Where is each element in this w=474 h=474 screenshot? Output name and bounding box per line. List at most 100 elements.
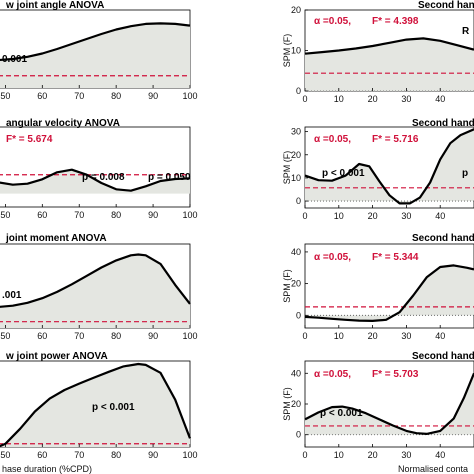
- spm-curve-5: [304, 128, 474, 205]
- y-tick-label: 0: [296, 310, 301, 320]
- p-value-annotation: p < 0.001: [320, 408, 363, 419]
- x-tick-label: 90: [148, 450, 158, 460]
- alpha-label: α =0.05,: [314, 369, 351, 380]
- x-tick-label: 40: [435, 94, 445, 104]
- shaded-area-0: [0, 23, 190, 88]
- x-tick-label: 0: [302, 211, 307, 221]
- x-axis-label: hase duration (%CPD): [2, 464, 92, 474]
- p-value-annotation: p < 0.001: [322, 168, 365, 179]
- panel-title: w joint angle ANOVA: [5, 0, 104, 11]
- spm-curve-7: [304, 372, 474, 435]
- x-tick-label: 100: [182, 450, 197, 460]
- plot-frame-1: [0, 126, 191, 208]
- x-tick-label: 0: [302, 94, 307, 104]
- x-tick-label: 40: [435, 331, 445, 341]
- fstar-label: F* = 5.344: [372, 252, 419, 263]
- alpha-label: α =0.05,: [314, 252, 351, 263]
- x-tick-label: 50: [0, 210, 10, 220]
- x-tick-label: 40: [435, 211, 445, 221]
- x-tick-label: 60: [37, 331, 47, 341]
- shaded-area-2: [0, 254, 190, 328]
- x-tick-label: 70: [74, 331, 84, 341]
- x-tick-label: 20: [368, 211, 378, 221]
- x-tick-label: 90: [148, 331, 158, 341]
- x-tick-label: 50: [0, 91, 10, 101]
- panel-title: Second hand W: [418, 0, 474, 11]
- y-axis-label: SPM (F): [282, 269, 292, 303]
- y-axis-label: SPM (F): [282, 151, 292, 185]
- p-value-annotation: .001: [2, 290, 22, 301]
- p-value-annotation: p = 0.008: [82, 172, 125, 183]
- y-axis-label: SPM (F): [282, 34, 292, 68]
- x-axis-label: Normalised conta: [398, 464, 468, 474]
- y-tick-label: 20: [291, 5, 301, 15]
- p-value-annotation: 0.001: [2, 54, 27, 65]
- fstar-label: F* = 4.398: [372, 16, 419, 27]
- x-tick-label: 60: [37, 91, 47, 101]
- panel-title: w joint power ANOVA: [5, 351, 108, 362]
- y-tick-label: 10: [291, 46, 301, 56]
- p-value-annotation: R: [462, 26, 470, 37]
- y-tick-label: 0: [296, 430, 301, 440]
- y-tick-label: 20: [291, 279, 301, 289]
- plot-frame-5: [304, 126, 474, 209]
- shaded-area-3: [0, 364, 190, 447]
- spm-curve-2: [0, 253, 191, 308]
- x-tick-label: 20: [368, 450, 378, 460]
- y-tick-label: 20: [291, 150, 301, 160]
- x-tick-label: 70: [74, 91, 84, 101]
- x-tick-label: 80: [111, 331, 121, 341]
- x-tick-label: 10: [334, 331, 344, 341]
- x-tick-label: 30: [401, 331, 411, 341]
- p-value-annotation: p: [462, 168, 468, 179]
- x-tick-label: 30: [401, 450, 411, 460]
- plot-frame-6: [304, 243, 474, 329]
- x-tick-label: 60: [37, 210, 47, 220]
- panel-title: Second hand Wris: [412, 118, 474, 129]
- y-tick-label: 0: [296, 196, 301, 206]
- x-tick-label: 30: [401, 211, 411, 221]
- y-axis-label: SPM (F): [282, 387, 292, 421]
- x-tick-label: 50: [0, 450, 10, 460]
- y-tick-label: 10: [291, 173, 301, 183]
- panel-title: joint moment ANOVA: [5, 233, 107, 244]
- x-tick-label: 0: [302, 331, 307, 341]
- panel-title: Second hand Wri: [412, 233, 474, 244]
- x-tick-label: 70: [74, 450, 84, 460]
- y-tick-label: 20: [291, 399, 301, 409]
- x-tick-label: 100: [182, 210, 197, 220]
- alpha-label: α =0.05,: [314, 134, 351, 145]
- x-tick-label: 10: [334, 94, 344, 104]
- x-tick-label: 0: [302, 450, 307, 460]
- x-tick-label: 60: [37, 450, 47, 460]
- x-tick-label: 10: [334, 211, 344, 221]
- p-value-annotation: p = 0.050: [148, 172, 191, 183]
- fstar-label: F* = 5.674: [6, 134, 53, 145]
- p-value-annotation: p < 0.001: [92, 402, 135, 413]
- x-tick-label: 20: [368, 331, 378, 341]
- spm-curve-3: [0, 362, 192, 448]
- y-tick-label: 40: [291, 368, 301, 378]
- spm-curve-4: [304, 37, 474, 55]
- panel-title: angular velocity ANOVA: [6, 118, 120, 129]
- x-tick-label: 70: [74, 210, 84, 220]
- fstar-label: F* = 5.703: [372, 369, 419, 380]
- x-tick-label: 10: [334, 450, 344, 460]
- x-tick-label: 40: [435, 450, 445, 460]
- x-tick-label: 20: [368, 94, 378, 104]
- y-tick-label: 40: [291, 247, 301, 257]
- shaded-area-6: [305, 265, 474, 321]
- x-tick-label: 100: [182, 331, 197, 341]
- panel-title: Second hand W: [412, 351, 474, 362]
- x-tick-label: 90: [148, 91, 158, 101]
- y-tick-label: 0: [296, 86, 301, 96]
- x-tick-label: 50: [0, 331, 10, 341]
- shaded-area-7: [305, 373, 474, 435]
- x-tick-label: 80: [111, 450, 121, 460]
- shaded-area-4: [305, 38, 474, 91]
- y-tick-label: 30: [291, 127, 301, 137]
- spm-curve-1: [0, 168, 191, 192]
- x-tick-label: 80: [111, 210, 121, 220]
- x-tick-label: 30: [401, 94, 411, 104]
